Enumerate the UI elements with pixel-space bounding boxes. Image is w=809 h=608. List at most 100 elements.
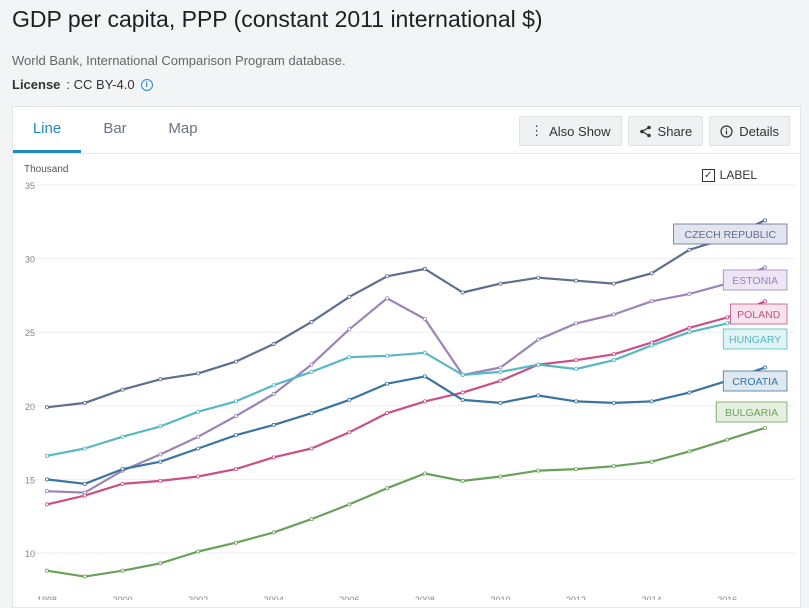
data-point [536,468,541,473]
data-point [649,399,654,404]
y-tick-label: 20 [25,402,35,412]
data-point [385,296,390,301]
data-point [763,299,768,304]
data-point [574,321,579,326]
data-point [725,437,730,442]
data-point [611,400,616,405]
data-point [649,271,654,276]
data-point [385,411,390,416]
view-tabs: Line Bar Map [13,107,217,153]
y-tick-label: 30 [25,255,35,265]
details-button[interactable]: Details [709,116,790,146]
data-point [763,265,768,270]
data-point [233,399,238,404]
x-tick-label: 2006 [339,595,359,600]
info-icon[interactable]: i [140,78,153,91]
data-point [460,397,465,402]
series-label-box [673,223,788,245]
x-tick-label: 2012 [566,595,586,600]
data-point [233,414,238,419]
data-point [649,343,654,348]
x-tick-label: 2014 [642,595,662,600]
page-title: GDP per capita, PPP (constant 2011 inter… [12,6,543,32]
chart-toolbar: ⋮ Also Show Share Details [519,116,790,146]
data-point [82,493,87,498]
x-tick-label: 2002 [188,595,208,600]
also-show-button[interactable]: ⋮ Also Show [519,116,622,146]
series-label-box [722,370,788,392]
x-tick-label: 1998 [37,595,57,600]
data-point [687,449,692,454]
data-point [422,266,427,271]
data-point [347,327,352,332]
series-label-box [730,303,788,325]
tab-divider [13,153,800,154]
data-point [45,477,50,482]
data-point [45,405,50,410]
series-label: BULGARIA [725,407,778,419]
data-point [422,399,427,404]
data-point [120,434,125,439]
series-label: ESTONIA [732,275,778,287]
series-label: POLAND [737,309,781,321]
data-point [536,337,541,342]
x-tick-label: 2004 [264,595,284,600]
data-point [687,247,692,252]
series-line [46,366,766,485]
series-line [46,219,766,409]
data-point [422,350,427,355]
data-point [347,355,352,360]
tab-bar[interactable]: Bar [103,120,127,137]
checkbox-icon[interactable]: ✓ [701,168,715,182]
series-label: HUNGARY [729,334,781,346]
data-point [574,399,579,404]
data-point [385,381,390,386]
data-point [498,281,503,286]
series-label-box [715,401,788,423]
data-point [158,452,163,457]
tab-line[interactable]: Line [13,107,81,153]
data-point [196,409,201,414]
data-point [158,561,163,566]
more-vertical-icon: ⋮ [530,123,544,138]
data-point [536,393,541,398]
y-tick-label: 15 [25,475,35,485]
data-point [347,397,352,402]
data-point [385,353,390,358]
y-axis-label: Thousand [24,164,68,175]
source-text: World Bank, International Comparison Pro… [12,53,346,68]
data-point [611,312,616,317]
data-point [82,481,87,486]
license-row: License : CC BY-4.0 i [12,77,153,92]
series-line [46,306,766,457]
data-point [120,481,125,486]
data-point [347,294,352,299]
data-point [309,446,314,451]
data-point [498,378,503,383]
series-label-box [722,328,788,350]
share-label: Share [657,123,693,139]
data-point [233,540,238,545]
data-point [687,330,692,335]
data-point [45,568,50,573]
data-point [498,365,503,370]
data-point [82,446,87,451]
data-point [309,362,314,367]
y-tick-label: 35 [25,181,35,191]
data-point [271,383,276,388]
data-point [82,574,87,579]
share-icon [639,125,651,137]
data-point [309,369,314,374]
share-button[interactable]: Share [627,116,704,146]
x-tick-label: 2016 [717,595,737,600]
data-point [574,278,579,283]
data-point [233,359,238,364]
data-point [649,299,654,304]
x-tick-label: 2000 [113,595,133,600]
data-point [233,467,238,472]
data-point [385,274,390,279]
tab-map[interactable]: Map [168,120,198,137]
label-toggle[interactable]: ✓ LABEL [701,168,757,182]
data-point [422,374,427,379]
data-point [536,275,541,280]
